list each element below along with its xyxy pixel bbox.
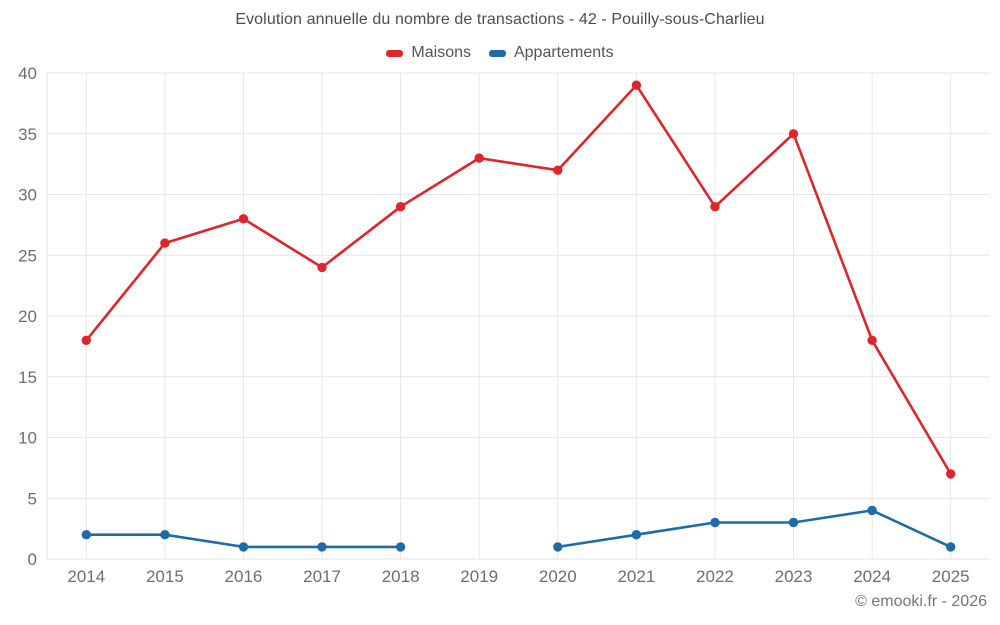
maisons-data-point-2021[interactable] xyxy=(631,80,642,90)
appartements-data-point-2023[interactable] xyxy=(788,517,799,528)
appartements-data-point-2017[interactable] xyxy=(317,542,327,552)
y-axis-tick-label: 35 xyxy=(18,125,37,144)
maisons-data-point-2020[interactable] xyxy=(553,165,563,175)
x-axis-tick-label: 2025 xyxy=(932,567,970,586)
appartements-data-point-2015[interactable] xyxy=(160,530,170,540)
appartements-data-point-2014[interactable] xyxy=(81,530,92,540)
x-axis-tick-label: 2018 xyxy=(382,567,420,586)
copyright-note: © emooki.fr - 2026 xyxy=(855,593,987,610)
y-axis-tick-label: 25 xyxy=(18,246,37,265)
x-axis-tick-label: 2024 xyxy=(853,567,891,586)
y-axis-tick-label: 5 xyxy=(28,489,37,508)
x-axis-tick-label: 2019 xyxy=(460,567,498,586)
maisons-data-point-2016[interactable] xyxy=(238,214,249,224)
maisons-data-point-2014[interactable] xyxy=(81,335,92,345)
maisons-data-point-2025[interactable] xyxy=(946,469,956,479)
x-axis-tick-label: 2015 xyxy=(146,567,184,586)
y-axis-tick-label: 0 xyxy=(28,550,37,569)
legend-item-maisons[interactable]: Maisons xyxy=(386,44,471,62)
maisons-data-point-2015[interactable] xyxy=(160,238,170,248)
legend-label-appartements: Appartements xyxy=(513,44,614,61)
y-axis-tick-label: 20 xyxy=(18,307,37,326)
appartements-series-line xyxy=(85,509,952,549)
appartements-data-point-2018[interactable] xyxy=(395,542,406,552)
legend-item-appartements[interactable]: Appartements xyxy=(488,44,614,62)
maisons-data-point-2017[interactable] xyxy=(317,262,327,273)
y-axis-tick-label: 10 xyxy=(18,429,37,448)
chart-legend: Maisons Appartements xyxy=(0,44,1000,62)
maisons-data-point-2022[interactable] xyxy=(710,202,720,212)
x-axis-tick-label: 2021 xyxy=(617,567,655,586)
x-axis-tick-label: 2020 xyxy=(539,567,577,586)
x-axis-tick-label: 2016 xyxy=(225,567,263,586)
x-axis-tick-label: 2014 xyxy=(67,567,105,586)
y-axis-tick-label: 40 xyxy=(18,64,37,83)
appartements-data-point-2025[interactable] xyxy=(946,542,956,552)
maisons-data-point-2023[interactable] xyxy=(788,129,799,139)
appartements-data-point-2022[interactable] xyxy=(710,517,720,528)
y-axis-tick-label: 30 xyxy=(18,186,37,205)
chart-title: Evolution annuelle du nombre de transact… xyxy=(235,11,765,28)
appartements-series-swatch-icon xyxy=(488,49,506,57)
appartements-data-point-2016[interactable] xyxy=(238,542,249,552)
appartements-data-point-2024[interactable] xyxy=(867,505,877,516)
x-axis-tick-label: 2017 xyxy=(303,567,341,586)
legend-label-maisons: Maisons xyxy=(411,44,471,61)
maisons-data-point-2018[interactable] xyxy=(395,202,406,212)
maisons-series-swatch-icon xyxy=(386,49,404,57)
x-axis-tick-label: 2022 xyxy=(696,567,734,586)
y-axis-tick-label: 15 xyxy=(18,368,37,387)
maisons-data-point-2019[interactable] xyxy=(474,153,484,163)
appartements-data-point-2020[interactable] xyxy=(553,542,563,552)
maisons-series-line xyxy=(85,83,952,476)
maisons-data-point-2024[interactable] xyxy=(867,335,877,345)
x-axis-tick-label: 2023 xyxy=(775,567,813,586)
appartements-data-point-2021[interactable] xyxy=(631,530,642,540)
